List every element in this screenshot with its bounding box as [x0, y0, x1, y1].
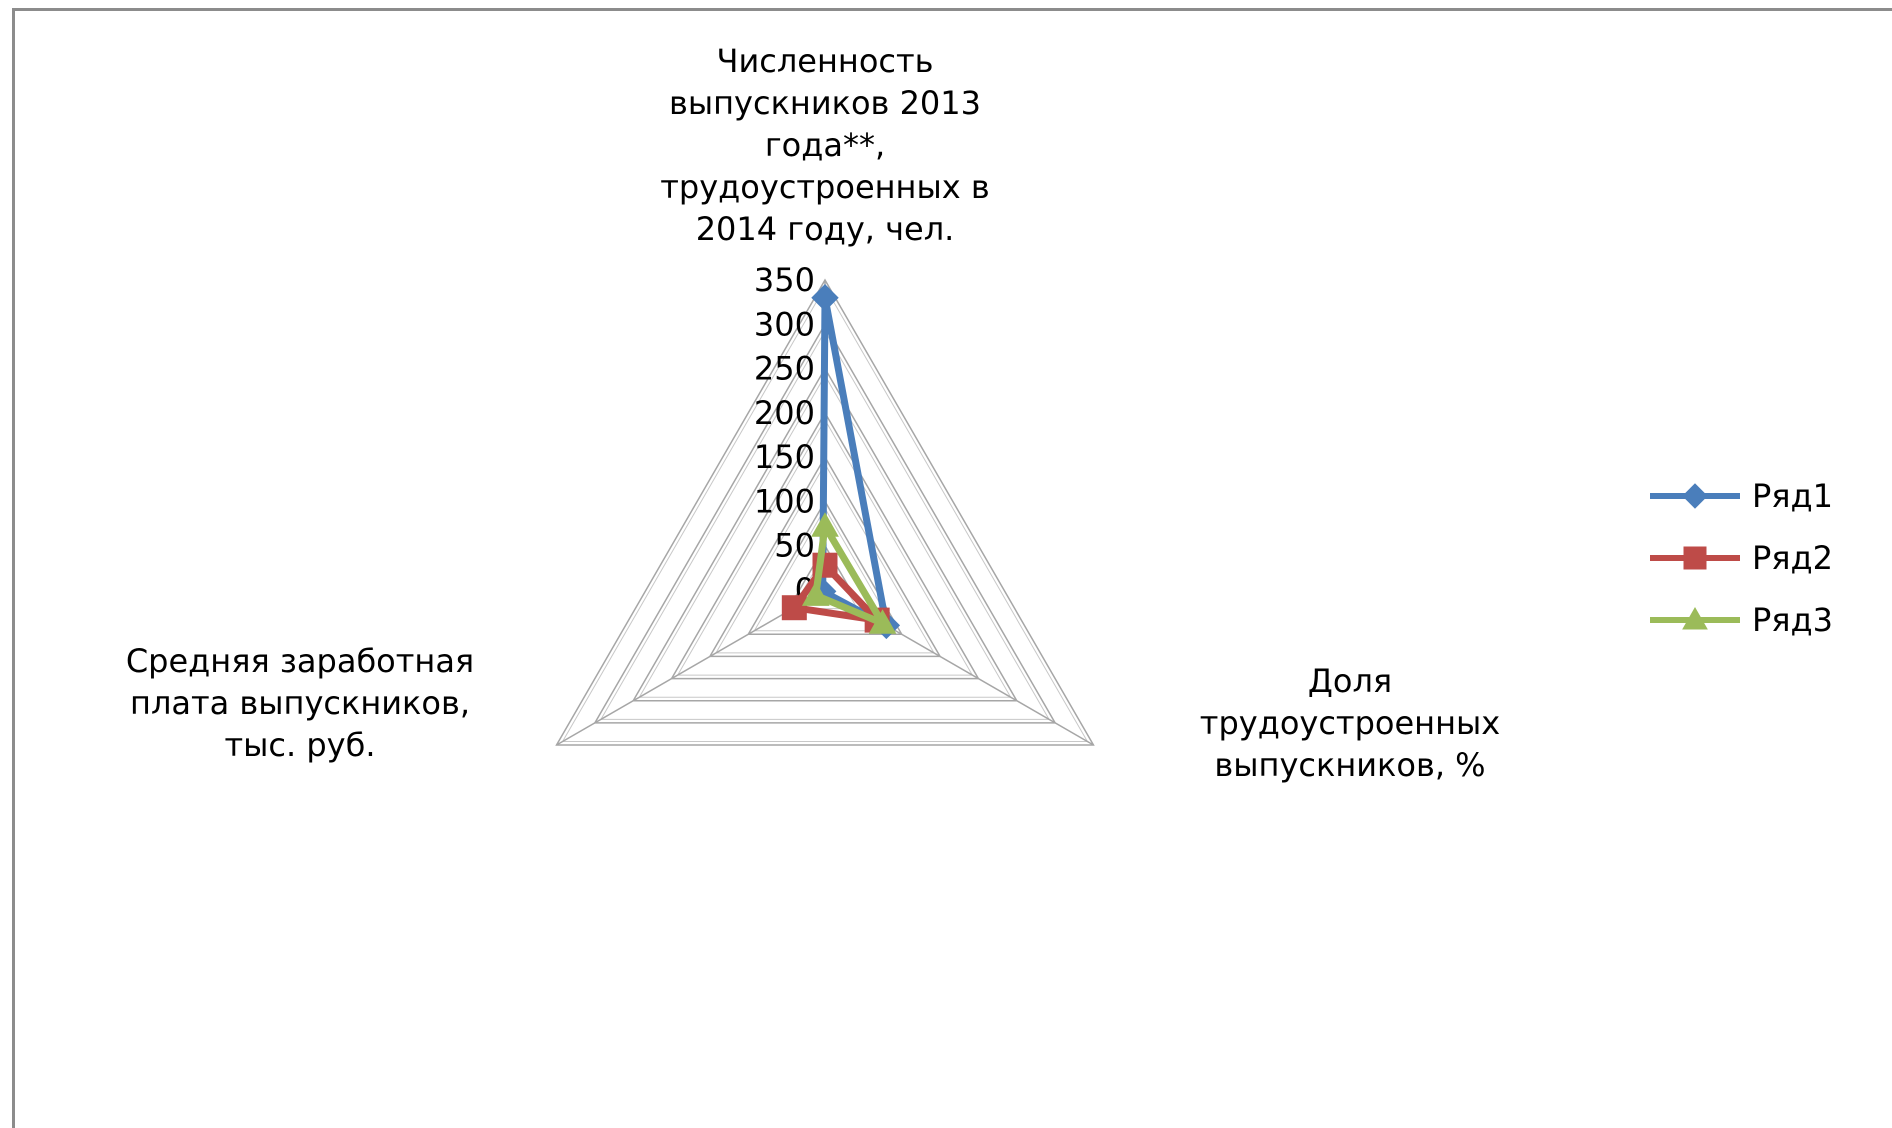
legend-label-series-2: Ряд2 — [1752, 539, 1834, 577]
tick-label-150: 150 — [754, 438, 815, 476]
grid-ring-inner-350 — [561, 285, 1089, 742]
tick-label-300: 300 — [754, 305, 815, 343]
grid-spoke-2 — [556, 589, 826, 746]
grid-ring-150 — [708, 455, 942, 658]
series-3 — [801, 512, 897, 634]
series-3-point-1 — [811, 512, 839, 537]
tick-label-200: 200 — [754, 394, 815, 432]
tick-label-350: 350 — [754, 261, 815, 299]
legend-marker-3 — [1682, 606, 1708, 630]
axis-label-employment-share: Доля трудоустроенных выпускников, % — [1199, 662, 1501, 784]
radar-grid — [555, 278, 1095, 746]
series-1-point-1 — [811, 284, 839, 312]
series-2-point-3 — [781, 595, 807, 621]
grid-ring-350 — [555, 278, 1095, 746]
axis-label-average-salary: Средняя заработная плата выпускников, ты… — [125, 642, 475, 764]
series-3-point-3 — [801, 581, 830, 606]
grid-ring-inner-150 — [715, 463, 935, 654]
chart-frame — [12, 8, 1892, 1128]
legend-swatch-series-2 — [1650, 546, 1740, 570]
grid-ring-inner-250 — [638, 374, 1012, 698]
grid-ring-inner-200 — [676, 418, 974, 676]
tick-label-100: 100 — [754, 482, 815, 520]
grid-ring-inner-300 — [600, 330, 1050, 720]
axis-label-graduates-count: Численность выпускников 2013 года**, тру… — [660, 42, 990, 248]
series-line-3 — [812, 522, 887, 627]
legend-marker-1 — [1682, 483, 1708, 509]
grid-ring-300 — [593, 322, 1057, 724]
legend-label-series-3: Ряд3 — [1752, 601, 1834, 639]
legend-swatch-series-3 — [1650, 606, 1740, 630]
grid-ring-100 — [746, 499, 904, 636]
grid-ring-inner-100 — [753, 507, 897, 632]
tick-label-50: 50 — [774, 527, 815, 565]
legend-label-series-1: Ряд1 — [1752, 477, 1834, 515]
series-3-point-2 — [868, 609, 897, 634]
grid-ring-200 — [670, 411, 980, 680]
tick-label-250: 250 — [754, 350, 815, 388]
legend-marker-2 — [1683, 546, 1707, 570]
radar-series — [781, 284, 901, 640]
legend-swatch-series-1 — [1650, 483, 1740, 509]
series-line-2 — [790, 561, 881, 624]
grid-ring-250 — [631, 367, 1019, 702]
